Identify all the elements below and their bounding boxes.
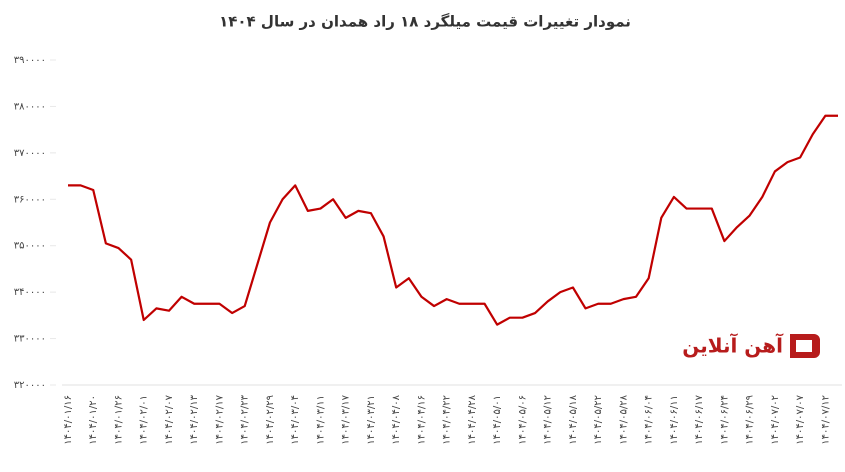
y-tick-label: ۳۲۰۰۰۰	[14, 380, 46, 391]
x-tick-label: ۱۴۰۴/۰۷/۰۲	[770, 395, 781, 445]
x-tick-label: ۱۴۰۴/۰۶/۱۷	[694, 394, 705, 444]
x-tick-label: ۱۴۰۴/۰۷/۱۲	[820, 395, 831, 445]
x-tick-label: ۱۴۰۴/۰۶/۱۱	[669, 395, 680, 445]
x-tick-label: ۱۴۰۴/۰۲/۲۳	[240, 394, 251, 444]
x-tick-label: ۱۴۰۴/۰۲/۱۷	[214, 394, 225, 444]
x-tick-label: ۱۴۰۴/۰۱/۱۶	[63, 395, 74, 445]
x-tick-label: ۱۴۰۴/۰۳/۱۱	[315, 395, 326, 445]
x-tick-label: ۱۴۰۴/۰۵/۲۸	[618, 394, 629, 444]
x-tick-label: ۱۴۰۴/۰۵/۲۲	[593, 395, 604, 445]
x-tick-label: ۱۴۰۴/۰۱/۲۰	[88, 395, 99, 445]
watermark: آهن آنلاین	[682, 333, 784, 358]
logo: آهن آنلاین	[682, 333, 820, 358]
x-tick-label: ۱۴۰۴/۰۳/۱۷	[341, 394, 352, 444]
x-tick-label: ۱۴۰۴/۰۵/۱۸	[568, 394, 579, 444]
x-tick-label: ۱۴۰۴/۰۶/۰۴	[644, 395, 655, 445]
y-tick-label: ۳۵۰۰۰۰	[14, 241, 46, 252]
x-tick-label: ۱۴۰۴/۰۲/۲۹	[265, 395, 276, 445]
y-tick-label: ۳۶۰۰۰۰	[14, 194, 46, 205]
x-tick-label: ۱۴۰۴/۰۵/۱۲	[543, 395, 554, 445]
y-tick-label: ۳۸۰۰۰۰	[14, 101, 46, 112]
x-tick-label: ۱۴۰۴/۰۴/۲۸	[467, 394, 478, 444]
x-tick-label: ۱۴۰۴/۰۲/۱۳	[189, 394, 200, 444]
x-tick-label: ۱۴۰۴/۰۵/۰۱	[492, 395, 503, 445]
x-tick-label: ۱۴۰۴/۰۳/۲۱	[366, 395, 377, 445]
x-tick-label: ۱۴۰۴/۰۴/۱۶	[416, 395, 427, 445]
x-tick-label: ۱۴۰۴/۰۵/۰۶	[517, 395, 528, 445]
x-tick-label: ۱۴۰۴/۰۲/۰۱	[139, 395, 150, 445]
line-series	[68, 114, 838, 326]
x-tick-label: ۱۴۰۴/۰۶/۲۹	[745, 395, 756, 445]
y-tick-label: ۳۴۰۰۰۰	[14, 287, 46, 298]
y-tick-label: ۳۹۰۰۰۰	[14, 55, 46, 66]
x-tick-label: ۱۴۰۴/۰۴/۰۸	[391, 394, 402, 444]
x-tick-label: ۱۴۰۴/۰۶/۲۴	[719, 395, 730, 445]
y-tick-label: ۳۳۰۰۰۰	[14, 334, 46, 345]
chart-title: نمودار تغییرات قیمت میلگرد ۱۸ راد همدان …	[219, 13, 631, 31]
logo-icon	[790, 334, 820, 358]
x-tick-label: ۱۴۰۴/۰۱/۲۶	[113, 395, 124, 445]
y-tick-label: ۳۷۰۰۰۰	[14, 148, 46, 159]
x-tick-label: ۱۴۰۴/۰۴/۲۲	[442, 395, 453, 445]
x-tick-label: ۱۴۰۴/۰۲/۰۷	[164, 394, 175, 444]
x-tick-label: ۱۴۰۴/۰۳/۰۴	[290, 395, 301, 445]
x-tick-label: ۱۴۰۴/۰۷/۰۷	[795, 394, 806, 444]
